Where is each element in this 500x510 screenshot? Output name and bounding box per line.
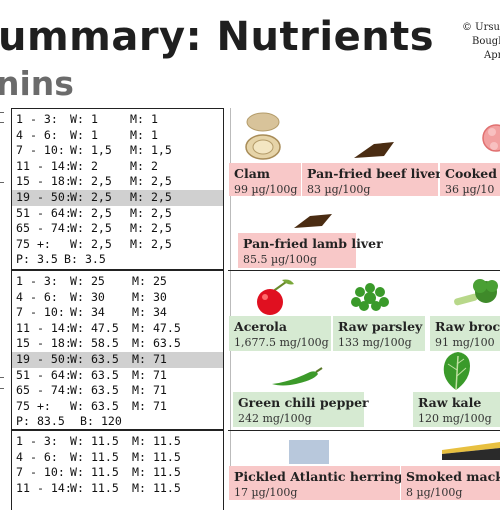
table-row: 75 +: W: 2,5 M: 2,5	[16, 236, 172, 251]
food-amount: 120 mg/100g	[418, 412, 492, 425]
herring-icon	[289, 440, 329, 464]
food-card: Pickled Atlantic herring 17 µg/100g	[229, 466, 403, 500]
food-amount: 8 µg/100g	[406, 486, 463, 499]
food-name: Raw broc	[435, 319, 500, 334]
food-name: Green chili pepper	[238, 395, 369, 410]
copyright-line: © Ursus	[462, 22, 500, 33]
food-name: Pan-fried lamb liver	[243, 236, 383, 251]
section-subtitle: nins	[0, 64, 74, 103]
table-row: 4 - 6: W: 11.5 M: 11.5	[16, 449, 181, 464]
food-amount: 242 mg/100g	[238, 412, 312, 425]
food-card: Pan-fried lamb liver 85.5 µg/100g	[238, 233, 383, 268]
food-name: Smoked mack	[406, 469, 500, 484]
food-name: Raw parsley	[338, 319, 423, 334]
table-row: 7 - 10: W: 34 M: 34	[16, 305, 167, 320]
side-marker	[0, 377, 4, 378]
side-marker	[0, 122, 4, 123]
mackerel-icon	[442, 442, 500, 460]
food-card: Acerola 1,677.5 mg/100g	[229, 316, 331, 351]
table-row: 11 - 14: W: 11.5 M: 11.5	[16, 480, 181, 495]
beef-liver-icon	[354, 142, 394, 158]
food-name: Acerola	[234, 319, 288, 334]
food-amount: 99 µg/100g	[234, 183, 298, 196]
food-name: Pan-fried beef liver	[307, 166, 442, 181]
food-amount: 17 µg/100g	[234, 486, 298, 499]
table-row: 15 - 18: W: 2,5 M: 2,5	[16, 174, 172, 189]
table-row: 15 - 18: W: 58.5 M: 63.5	[16, 336, 181, 351]
food-amount: 36 µg/10	[445, 183, 495, 196]
requirement-table-b12: 1 - 3: W: 1 M: 1 4 - 6: W: 1 M: 1 7 - 10: W: …	[11, 108, 224, 270]
food-card: Green chili pepper 242 mg/100g	[233, 392, 369, 427]
side-marker	[0, 182, 4, 183]
clam-icon	[245, 112, 281, 160]
requirement-table-vitamin-c: 1 - 3: W: 25 M: 25 4 - 6: W: 30 M: 30 7 - 10…	[11, 270, 224, 430]
food-card: Pan-fried beef liver 83 µg/100g	[302, 163, 442, 196]
lamb-liver-icon	[294, 214, 332, 228]
table-row: 51 - 64: W: 2,5 M: 2,5	[16, 205, 172, 220]
table-row: 7 - 10: W: 1,5 M: 1,5	[16, 143, 172, 158]
table-row: 1 - 3: W: 11.5 M: 11.5	[16, 434, 181, 448]
food-amount: 85.5 µg/100g	[243, 253, 317, 266]
table-row-highlighted: 19 - 50: W: 63.5 M: 71	[12, 351, 223, 368]
section-divider	[228, 430, 500, 431]
food-card: Raw broc 91 mg/100	[430, 316, 500, 351]
table-row: 4 - 6: W: 1 M: 1	[16, 127, 158, 142]
table-row: 1 - 3: W: 25 M: 25	[16, 274, 167, 288]
table-row: 75 +: W: 63.5 M: 71	[16, 398, 167, 413]
parsley-icon	[351, 283, 389, 311]
copyright-line: Apr	[484, 50, 500, 61]
section-divider	[228, 270, 500, 271]
food-amount: 133 mg/100g	[338, 336, 412, 349]
table-row: 11 - 14: W: 2 M: 2	[16, 158, 158, 173]
kale-icon	[443, 352, 470, 391]
broccoli-icon	[454, 279, 498, 306]
table-row: 1 - 3: W: 1 M: 1	[16, 112, 158, 126]
food-card: Clam 99 µg/100g	[229, 163, 301, 196]
table-row-highlighted: 19 - 50: W: 2,5 M: 2,5	[12, 189, 223, 206]
copyright-line: Bough	[472, 36, 500, 47]
food-card: Smoked mack 8 µg/100g	[401, 466, 500, 500]
table-row: 11 - 14: W: 47.5 M: 47.5	[16, 320, 181, 335]
food-name: Cooked c	[445, 166, 500, 181]
table-row: 65 - 74: W: 63.5 M: 71	[16, 383, 167, 398]
food-card: Cooked c 36 µg/10	[440, 163, 500, 196]
column-divider	[230, 108, 231, 500]
requirement-table-vitamin-d: 1 - 3: W: 11.5 M: 11.5 4 - 6: W: 11.5 M: 11.…	[11, 430, 224, 510]
food-name: Raw kale	[418, 395, 482, 410]
cooked-food-icon	[482, 124, 500, 152]
food-amount: 91 mg/100	[435, 336, 495, 349]
food-card: Raw kale 120 mg/100g	[413, 392, 500, 427]
chili-pepper-icon	[272, 367, 323, 386]
food-name: Clam	[234, 166, 271, 181]
table-row: P: 83.5 B: 120	[16, 414, 122, 429]
side-marker	[0, 112, 4, 113]
table-row: 4 - 6: W: 30 M: 30	[16, 289, 167, 304]
food-card: Raw parsley 133 mg/100g	[333, 316, 425, 351]
food-amount: 1,677.5 mg/100g	[234, 336, 329, 349]
copyright-notice: © Ursus Bough Apr	[462, 21, 500, 63]
acerola-icon	[257, 279, 294, 315]
table-row: P: 3.5 B: 3.5	[16, 252, 106, 267]
food-amount: 83 µg/100g	[307, 183, 371, 196]
table-row: 65 - 74: W: 2,5 M: 2,5	[16, 221, 172, 236]
side-marker	[0, 388, 4, 389]
table-row: 7 - 10: W: 11.5 M: 11.5	[16, 465, 181, 480]
page-title: ummary: Nutrients	[0, 14, 435, 60]
food-name: Pickled Atlantic herring	[234, 469, 403, 484]
table-row: 51 - 64: W: 63.5 M: 71	[16, 367, 167, 382]
